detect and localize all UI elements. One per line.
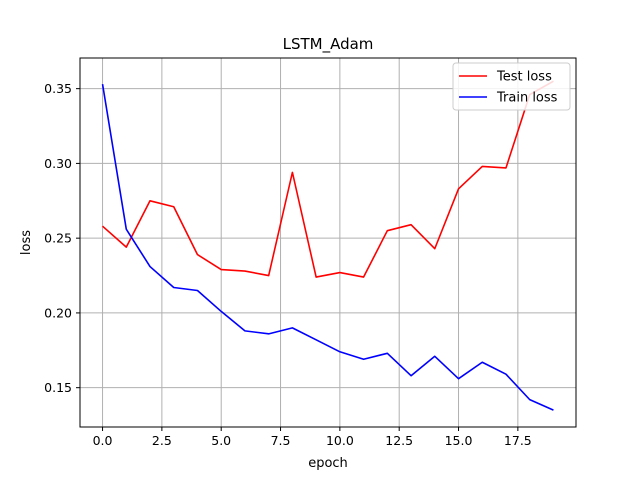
test-loss-line — [102, 80, 554, 278]
x-tick-label: 5.0 — [211, 433, 231, 448]
train-loss-line — [101, 84, 554, 411]
x-tick-label: 7.5 — [271, 433, 291, 448]
chart-title: LSTM_Adam — [283, 35, 374, 54]
plot-frame — [79, 57, 577, 428]
x-tick-label: 10.0 — [326, 433, 354, 448]
y-tick-label: 0.30 — [44, 156, 72, 171]
y-tick-label: 0.35 — [44, 81, 72, 96]
y-tick-label: 0.15 — [44, 380, 72, 395]
axis-ticks: 0.0 2.5 5.0 7.5 10.0 12.5 15.0 17.5 0.15 0.20 0.25… — [44, 81, 532, 448]
x-tick-label: 0.0 — [93, 433, 113, 448]
x-tick-label: 17.5 — [504, 433, 532, 448]
y-tick-label: 0.20 — [44, 305, 72, 320]
legend-box — [452, 62, 571, 111]
grid — [80, 58, 576, 427]
legend: Test loss Train loss — [452, 62, 571, 111]
legend-label-test-loss: Test loss — [496, 70, 552, 85]
y-axis-label: loss — [19, 230, 34, 255]
y-tick-label: 0.25 — [44, 231, 72, 246]
x-tick-label: 2.5 — [152, 433, 172, 448]
series-lines — [101, 80, 554, 411]
x-tick-label: 12.5 — [385, 433, 413, 448]
legend-label-train-loss: Train loss — [496, 91, 558, 106]
x-tick-label: 15.0 — [445, 433, 473, 448]
x-axis-label: epoch — [308, 456, 348, 471]
